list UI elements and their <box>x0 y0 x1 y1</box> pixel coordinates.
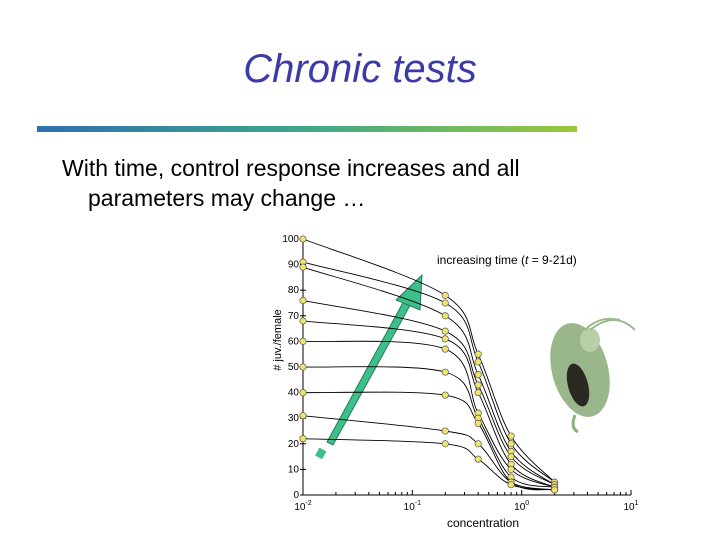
y-tick-label: 0 <box>293 490 299 501</box>
series-line <box>302 300 555 486</box>
data-point <box>474 350 482 358</box>
y-tick-label: 30 <box>288 413 300 424</box>
x-tick-base: 10 <box>404 502 416 513</box>
x-tick-base: 10 <box>514 502 526 513</box>
data-point <box>441 440 449 448</box>
series-line <box>302 266 555 486</box>
data-point <box>507 432 515 440</box>
series-line <box>302 261 555 483</box>
data-point <box>441 291 449 299</box>
y-tick-label: 40 <box>288 388 300 399</box>
data-point <box>441 327 449 335</box>
bullet-line: parameters may change … <box>88 185 365 211</box>
series-line <box>302 391 555 491</box>
data-point <box>474 419 482 427</box>
y-tick-label: 80 <box>288 285 300 296</box>
series-line <box>302 438 555 491</box>
data-point <box>299 435 307 443</box>
annotation-part: t <box>525 253 529 267</box>
data-point <box>441 312 449 320</box>
x-tick-exponent: -1 <box>415 500 421 507</box>
data-point <box>507 453 515 461</box>
x-tick-exponent: 0 <box>525 500 529 507</box>
series-line <box>302 415 555 491</box>
data-point <box>441 427 449 435</box>
data-point <box>441 391 449 399</box>
y-tick-label: 60 <box>288 336 300 347</box>
x-tick-label: 10-1 <box>404 500 421 513</box>
series-line <box>302 340 555 488</box>
data-point <box>474 358 482 366</box>
slide-title: Chronic tests <box>243 47 476 91</box>
x-axis-label: concentration <box>447 516 519 530</box>
series-line <box>302 238 555 483</box>
data-point <box>551 486 559 494</box>
data-point <box>474 381 482 389</box>
data-point <box>474 389 482 397</box>
data-point <box>441 299 449 307</box>
y-tick-label: 90 <box>288 260 300 271</box>
daphnia-image <box>550 317 636 434</box>
bullet-line: With time, control response increases an… <box>62 155 520 181</box>
x-tick-label: 10-2 <box>294 500 311 513</box>
data-point <box>299 263 307 271</box>
y-tick-label: 10 <box>288 464 300 475</box>
annotation: increasing time (t = 9-21d) <box>437 253 577 267</box>
data-point <box>299 235 307 243</box>
annotation-part: = 9-21d) <box>528 253 576 267</box>
x-tick-base: 10 <box>623 502 635 513</box>
data-point <box>441 368 449 376</box>
data-point <box>299 389 307 397</box>
annotation-part: increasing time ( <box>437 253 525 267</box>
x-tick-base: 10 <box>294 502 306 513</box>
data-point <box>474 440 482 448</box>
series-line <box>302 320 555 488</box>
data-point <box>441 335 449 343</box>
data-point <box>299 317 307 325</box>
y-tick-label: 20 <box>288 439 300 450</box>
data-point <box>507 465 515 473</box>
data-point <box>441 345 449 353</box>
x-tick-label: 100 <box>514 500 529 513</box>
y-tick-label: 100 <box>282 234 299 245</box>
data-point <box>299 296 307 304</box>
x-tick-exponent: -2 <box>305 500 311 507</box>
data-point <box>474 455 482 463</box>
data-point <box>299 337 307 345</box>
data-point <box>299 412 307 420</box>
data-point <box>299 363 307 371</box>
title-rule <box>37 126 577 132</box>
y-tick-label: 70 <box>288 311 300 322</box>
data-point <box>507 440 515 448</box>
x-tick-exponent: 1 <box>635 500 639 507</box>
arrow <box>315 273 423 460</box>
data-point <box>507 481 515 489</box>
data-point <box>474 371 482 379</box>
x-tick-label: 101 <box>623 500 638 513</box>
y-axis-label: # juv./female <box>272 309 284 371</box>
y-tick-label: 50 <box>288 362 300 373</box>
